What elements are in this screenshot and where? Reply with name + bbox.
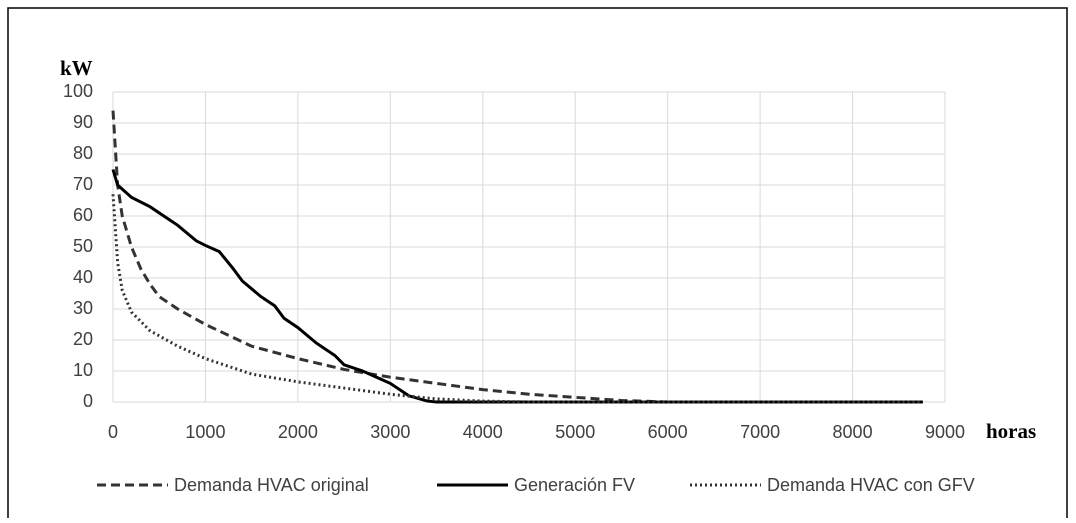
legend-label: Demanda HVAC con GFV xyxy=(767,475,975,495)
y-tick-label: 90 xyxy=(73,112,93,132)
y-tick-label: 80 xyxy=(73,143,93,163)
x-tick-label: 8000 xyxy=(833,422,873,442)
legend-label: Generación FV xyxy=(514,475,635,495)
x-tick-label: 1000 xyxy=(185,422,225,442)
x-tick-label: 9000 xyxy=(925,422,965,442)
x-tick-label: 3000 xyxy=(370,422,410,442)
x-tick-label: 7000 xyxy=(740,422,780,442)
x-tick-label: 5000 xyxy=(555,422,595,442)
y-tick-label: 100 xyxy=(63,81,93,101)
x-tick-label: 2000 xyxy=(278,422,318,442)
y-tick-label: 40 xyxy=(73,267,93,287)
series-line xyxy=(111,110,923,404)
y-tick-label: 20 xyxy=(73,329,93,349)
y-tick-label: 50 xyxy=(73,236,93,256)
legend-label: Demanda HVAC original xyxy=(174,475,369,495)
x-tick-label: 6000 xyxy=(648,422,688,442)
chart-frame xyxy=(7,7,1068,523)
x-tick-label: 0 xyxy=(108,422,118,442)
x-axis-label: horas xyxy=(986,419,1036,443)
y-axis-label: kW xyxy=(60,56,93,80)
y-tick-label: 70 xyxy=(73,174,93,194)
y-tick-label: 30 xyxy=(73,298,93,318)
series-line xyxy=(111,169,923,404)
x-tick-label: 4000 xyxy=(463,422,503,442)
y-tick-label: 60 xyxy=(73,205,93,225)
y-tick-label: 0 xyxy=(83,391,93,411)
y-tick-label: 10 xyxy=(73,360,93,380)
